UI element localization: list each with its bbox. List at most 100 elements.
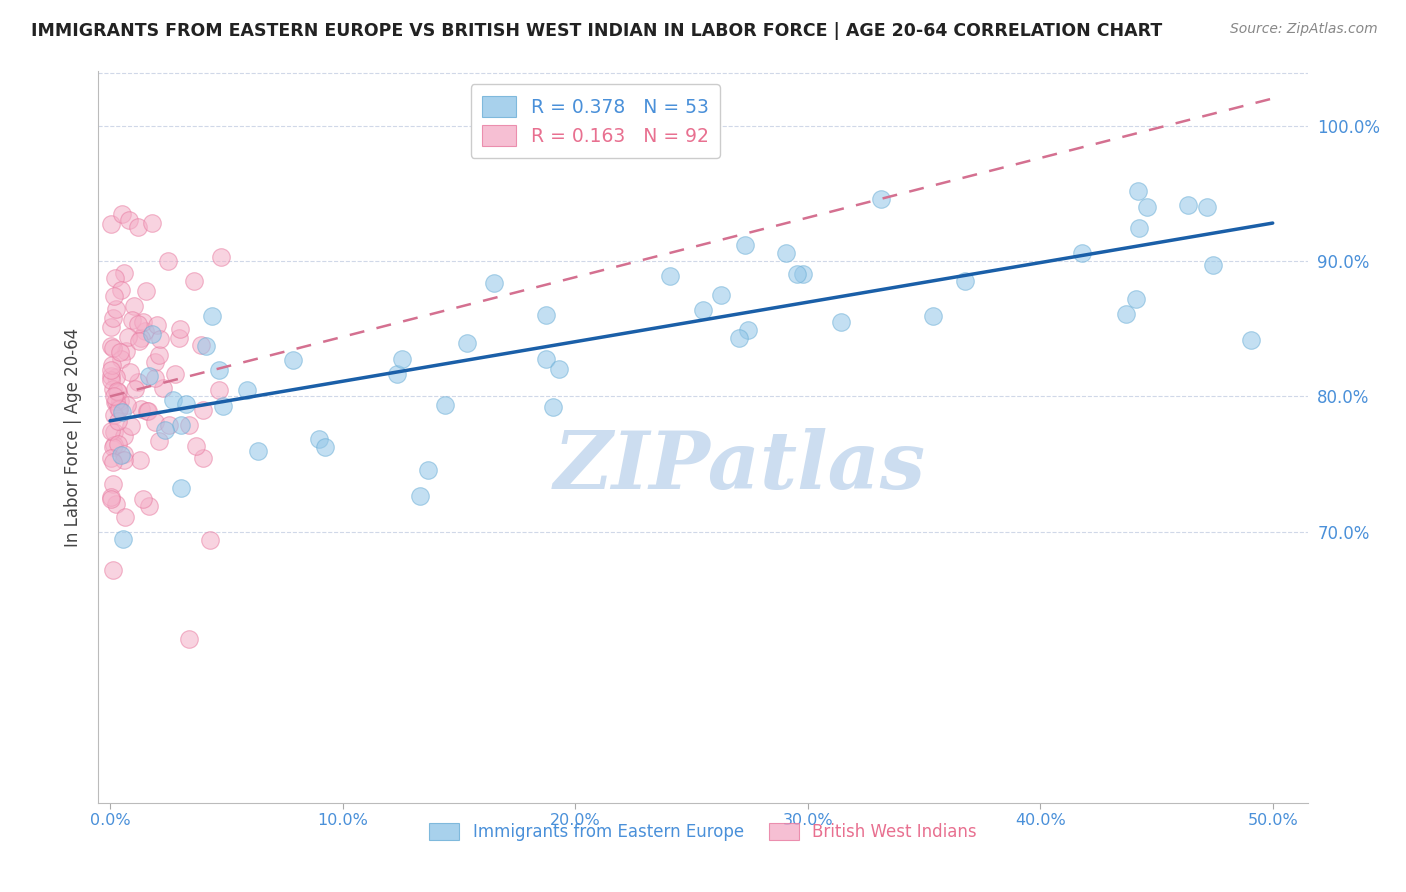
Point: [141, 216, 163, 230]
Y-axis label: In Labor Force | Age 20-64: In Labor Force | Age 20-64: [63, 327, 82, 547]
Text: IMMIGRANTS FROM EASTERN EUROPE VS BRITISH WEST INDIAN IN LABOR FORCE | AGE 20-64: IMMIGRANTS FROM EASTERN EUROPE VS BRITIS…: [31, 22, 1163, 40]
Point: [659, 269, 682, 284]
Point: [1071, 245, 1094, 260]
Point: [100, 491, 122, 505]
Point: [1128, 220, 1150, 235]
Point: [1125, 292, 1147, 306]
Point: [127, 317, 149, 331]
Point: [129, 402, 152, 417]
Point: [165, 367, 187, 381]
Point: [201, 309, 224, 323]
Point: [101, 310, 124, 325]
Point: [112, 429, 135, 443]
Point: [157, 417, 180, 432]
Point: [246, 443, 269, 458]
Point: [108, 345, 131, 359]
Point: [115, 398, 138, 412]
Point: [127, 375, 149, 389]
Point: [105, 384, 128, 398]
Point: [127, 220, 149, 235]
Point: [107, 414, 129, 428]
Point: [235, 383, 257, 397]
Point: [170, 481, 193, 495]
Point: [179, 418, 201, 433]
Point: [141, 327, 163, 342]
Point: [129, 331, 152, 345]
Point: [103, 563, 125, 577]
Point: [103, 389, 125, 403]
Point: [112, 447, 135, 461]
Point: [103, 425, 125, 439]
Point: [100, 451, 122, 466]
Point: [111, 206, 134, 220]
Point: [143, 415, 166, 429]
Point: [869, 192, 891, 206]
Point: [103, 455, 125, 469]
Point: [153, 423, 176, 437]
Point: [1115, 307, 1137, 321]
Point: [104, 301, 127, 316]
Point: [149, 332, 172, 346]
Point: [117, 330, 139, 344]
Point: [105, 394, 128, 409]
Point: [208, 383, 231, 397]
Point: [100, 217, 122, 231]
Point: [138, 404, 160, 418]
Point: [143, 371, 166, 385]
Point: [145, 318, 167, 332]
Point: [314, 440, 336, 454]
Point: [105, 370, 128, 384]
Point: [103, 341, 125, 355]
Point: [101, 476, 124, 491]
Point: [409, 489, 432, 503]
Point: [122, 298, 145, 312]
Point: [104, 395, 127, 409]
Point: [177, 632, 200, 646]
Point: [1201, 258, 1223, 272]
Point: [692, 303, 714, 318]
Point: [120, 365, 142, 379]
Point: [100, 362, 122, 376]
Point: [118, 213, 141, 227]
Point: [132, 315, 155, 329]
Point: [114, 509, 136, 524]
Point: [391, 352, 413, 367]
Point: [775, 246, 797, 260]
Point: [385, 367, 408, 381]
Point: [953, 274, 976, 288]
Point: [148, 348, 170, 362]
Legend: Immigrants from Eastern Europe, British West Indians: Immigrants from Eastern Europe, British …: [420, 814, 986, 849]
Point: [138, 499, 160, 513]
Point: [1128, 184, 1150, 198]
Point: [132, 492, 155, 507]
Point: [111, 533, 134, 547]
Point: [434, 398, 457, 412]
Point: [541, 400, 564, 414]
Point: [136, 404, 159, 418]
Point: [121, 313, 143, 327]
Point: [124, 382, 146, 396]
Text: ZIPatlas: ZIPatlas: [553, 427, 925, 505]
Point: [152, 381, 174, 395]
Point: [169, 322, 191, 336]
Point: [1177, 197, 1199, 211]
Point: [103, 440, 125, 454]
Point: [1197, 200, 1219, 214]
Point: [184, 439, 207, 453]
Point: [128, 334, 150, 349]
Point: [734, 237, 756, 252]
Point: [728, 331, 751, 345]
Point: [100, 491, 122, 506]
Point: [135, 284, 157, 298]
Point: [482, 276, 505, 290]
Point: [134, 324, 156, 338]
Point: [100, 373, 122, 387]
Point: [1136, 200, 1159, 214]
Point: [110, 283, 132, 297]
Point: [103, 289, 125, 303]
Point: [138, 368, 160, 383]
Point: [191, 450, 214, 465]
Point: [103, 408, 125, 422]
Point: [100, 424, 122, 438]
Point: [190, 337, 212, 351]
